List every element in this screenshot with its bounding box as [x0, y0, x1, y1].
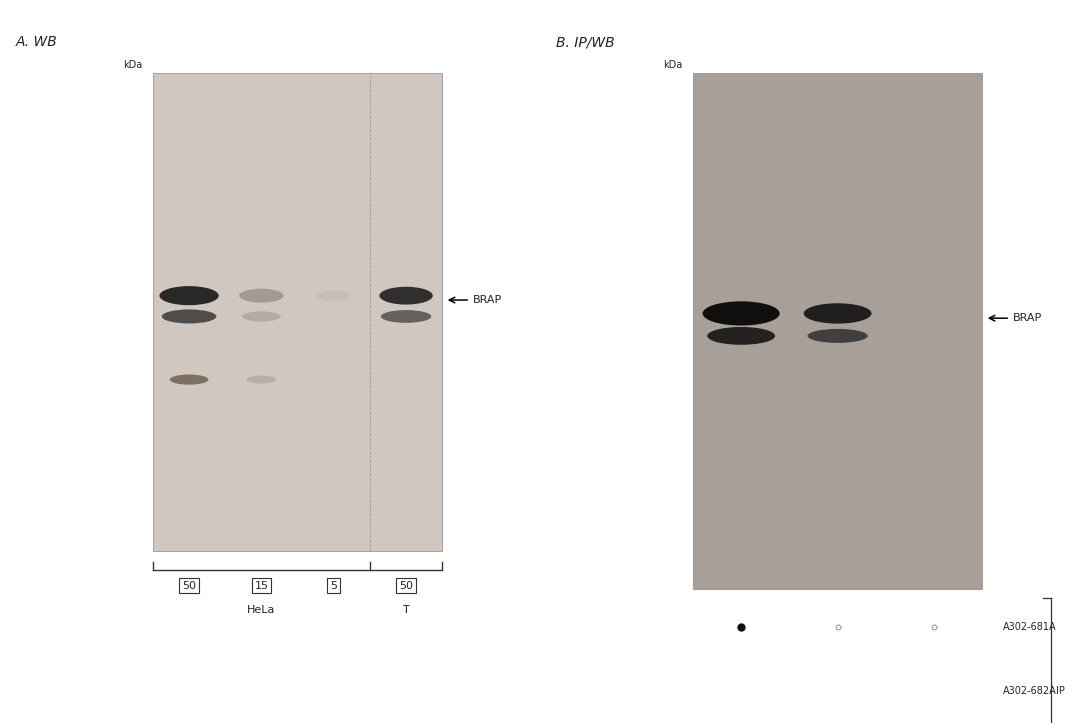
Text: 50: 50: [400, 581, 413, 591]
Text: kDa: kDa: [123, 60, 143, 70]
Ellipse shape: [242, 312, 281, 322]
Ellipse shape: [318, 291, 350, 301]
Text: 15: 15: [255, 581, 269, 591]
Text: BRAP: BRAP: [473, 295, 502, 305]
Ellipse shape: [703, 301, 780, 325]
Ellipse shape: [246, 375, 276, 384]
Text: A. WB: A. WB: [16, 35, 57, 49]
Text: IP: IP: [1056, 685, 1065, 696]
Text: BRAP: BRAP: [1013, 313, 1042, 323]
Text: B. IP/WB: B. IP/WB: [556, 35, 615, 49]
Ellipse shape: [239, 288, 284, 303]
Ellipse shape: [707, 327, 775, 345]
Text: 5: 5: [330, 581, 337, 591]
Text: HeLa: HeLa: [247, 604, 275, 615]
Ellipse shape: [160, 286, 219, 305]
Ellipse shape: [804, 303, 872, 324]
Ellipse shape: [381, 310, 431, 322]
Text: A302-682A: A302-682A: [1002, 685, 1056, 696]
Text: A302-681A: A302-681A: [1002, 622, 1056, 632]
Text: 50: 50: [183, 581, 197, 591]
Ellipse shape: [808, 329, 867, 343]
Bar: [153, 74, 443, 551]
Ellipse shape: [162, 309, 216, 323]
Ellipse shape: [170, 375, 208, 385]
Ellipse shape: [379, 287, 433, 304]
Text: kDa: kDa: [663, 60, 683, 70]
Bar: [693, 74, 983, 589]
Text: T: T: [403, 604, 409, 615]
